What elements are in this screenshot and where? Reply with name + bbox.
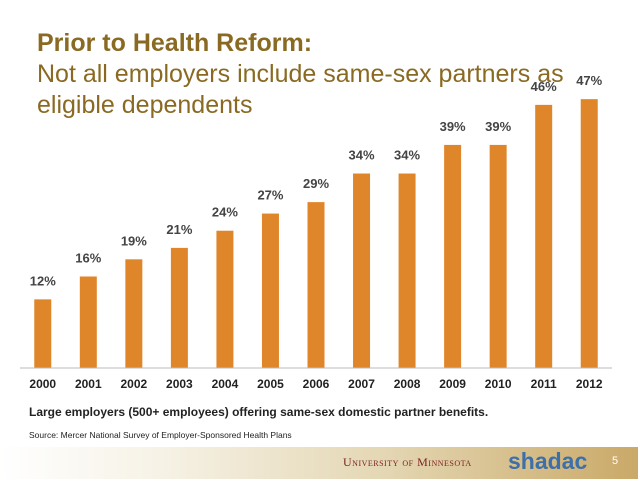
bar-2003 [170,247,188,368]
data-label-2000: 12% [30,273,56,288]
data-label-2004: 24% [212,205,238,220]
x-axis-ticks: 2000 2001 2002 2003 2004 2005 2006 2007 2008 2009… [29,377,602,391]
data-label-2009: 39% [440,119,466,134]
title-line-2: Not all employers include same-sex partn… [37,60,564,88]
data-label-2012: 47% [576,73,602,88]
x-tick-2011: 2011 [531,377,557,391]
x-tick-2000: 2000 [29,377,56,391]
data-label-2003: 21% [166,222,192,237]
bar-group: 12% 16% 19% 21% 24% 27% 29% 34% 34% 39% 39% 46% 47% [30,73,603,368]
chart-caption: Large employers (500+ employees) offerin… [29,405,489,419]
x-tick-2002: 2002 [120,377,147,391]
shadac-logo: shadac [508,448,588,474]
bar-2011 [535,104,553,368]
bar-2005 [261,213,279,368]
x-tick-2005: 2005 [257,377,284,391]
bar-2000 [34,299,52,368]
bar-2007 [353,173,371,368]
bar-2006 [307,202,325,368]
bar-2012 [580,99,598,368]
x-tick-2009: 2009 [439,377,466,391]
footer-bar: University of Minnesota shadac 5 [0,447,638,479]
data-label-2008: 34% [394,148,420,163]
data-label-2007: 34% [349,148,375,163]
university-logo: University of Minnesota [343,455,472,469]
title-line-1: Prior to Health Reform: [37,29,313,57]
bar-chart: 12%16%19%21%24%27%29%34% 34%39% 39%46% 47% … [20,73,612,391]
x-tick-2007: 2007 [348,377,375,391]
x-tick-2012: 2012 [576,377,603,391]
page-number: 5 [612,455,619,467]
data-label-2011: 46% [531,79,557,94]
data-label-2005: 27% [257,188,283,203]
bar-2002 [125,259,143,368]
bar-2001 [79,276,97,368]
x-tick-2008: 2008 [394,377,421,391]
bar-2004 [216,230,234,368]
bar-2008 [398,173,416,368]
data-label-2001: 16% [75,250,101,265]
x-tick-2001: 2001 [75,377,102,391]
data-label-2010: 39% [485,119,511,134]
x-tick-2006: 2006 [303,377,330,391]
slide-title: Prior to Health Reform: Not all employer… [37,28,564,121]
bar-2010 [489,144,507,368]
title-line-3: eligible dependents [37,91,253,119]
x-tick-2003: 2003 [166,377,193,391]
source-note: Source: Mercer National Survey of Employ… [29,430,292,440]
x-tick-2004: 2004 [212,377,239,391]
data-label-2006: 29% [303,176,329,191]
data-label-2002: 19% [121,233,147,248]
bar-2009 [444,144,462,368]
x-tick-2010: 2010 [485,377,512,391]
